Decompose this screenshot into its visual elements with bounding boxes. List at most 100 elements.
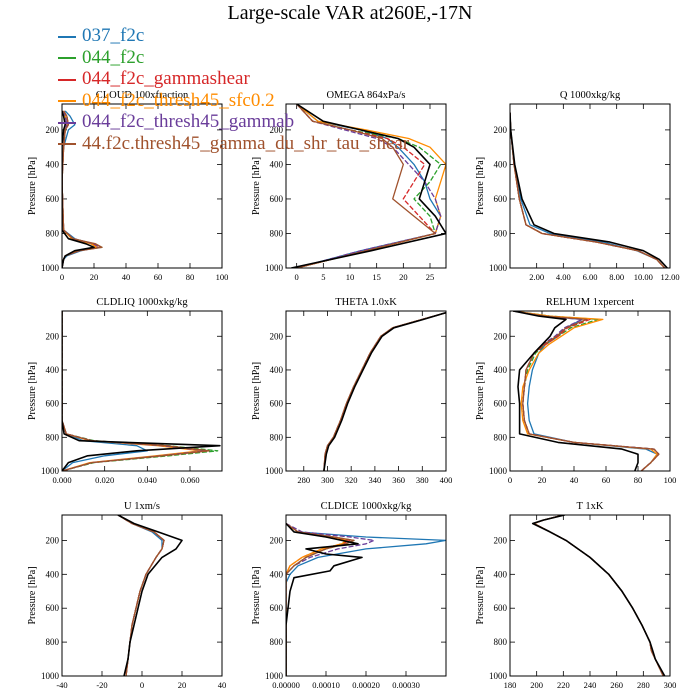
x-tick-label: 20 [399, 272, 408, 282]
y-tick-label: 1000 [41, 263, 60, 273]
x-tick-label: 0.020 [95, 475, 114, 485]
y-tick-label: 800 [46, 228, 60, 238]
x-tick-label: 320 [345, 475, 358, 485]
series-line [323, 312, 446, 471]
series-line [533, 515, 664, 676]
y-tick-label: 200 [270, 125, 284, 135]
y-tick-label: 600 [46, 603, 60, 613]
series-line [510, 112, 666, 268]
series-group [531, 515, 666, 676]
x-tick-label: 80 [634, 475, 643, 485]
legend-item: 044_f2c [58, 47, 409, 69]
y-tick-label: 200 [46, 535, 60, 545]
series-line [62, 311, 221, 471]
x-tick-label: 40 [122, 272, 131, 282]
legend: 037_f2c 044_f2c 044_f2c_gammashear 044_f2c_… [58, 25, 409, 154]
x-tick-label: 12.00 [660, 272, 679, 282]
x-tick-label: 4.00 [556, 272, 571, 282]
y-tick-label: 800 [270, 432, 284, 442]
series-line [296, 104, 442, 268]
series-line [323, 311, 446, 471]
plot-frame [61, 310, 223, 472]
series-line [513, 311, 660, 471]
panel-4: THETA 1.0xK Pressure [hPa] 200 400 600 800 100… [251, 297, 452, 485]
series-group [513, 311, 660, 471]
y-axis-label: Pressure [hPa] [27, 362, 38, 420]
panel-3: CLDLIQ 1000xkg/kg Pressure [hPa] 200 400 600… [27, 297, 223, 485]
x-tick-label: 40 [218, 680, 227, 690]
plot-frame [285, 103, 447, 269]
series-line [296, 104, 436, 268]
y-tick-label: 200 [270, 535, 284, 545]
series-group [323, 311, 446, 471]
y-tick-label: 200 [270, 331, 284, 341]
series-line [323, 312, 446, 471]
x-tick-label: 0.000 [52, 475, 71, 485]
x-tick-label: 80 [186, 272, 195, 282]
panel-title: CLDLIQ 1000xkg/kg [96, 297, 188, 308]
y-tick-label: 400 [270, 365, 284, 375]
series-line [533, 515, 664, 676]
series-line [513, 311, 660, 471]
y-tick-label: 400 [46, 159, 60, 169]
x-tick-label: -20 [96, 680, 107, 690]
x-tick-label: 200 [530, 680, 543, 690]
y-axis-label: Pressure [hPa] [475, 157, 486, 215]
series-line [323, 312, 446, 471]
series-line [513, 311, 660, 471]
y-tick-label: 400 [270, 569, 284, 579]
panel-title: U 1xm/s [124, 501, 160, 512]
series-group [286, 522, 446, 676]
x-tick-label: 280 [637, 680, 650, 690]
series-line [510, 112, 666, 268]
series-group [291, 104, 446, 268]
y-tick-label: 800 [46, 432, 60, 442]
series-line [323, 312, 446, 471]
panel-7: CLDICE 1000xkg/kg Pressure [hPa] 200 400 600… [251, 501, 447, 690]
y-tick-label: 600 [46, 399, 60, 409]
y-tick-label: 800 [494, 637, 508, 647]
y-axis-label: Pressure [hPa] [251, 362, 262, 420]
panel-title: OMEGA 864xPa/s [326, 90, 405, 101]
panel-title: Q 1000xkg/kg [560, 90, 621, 101]
x-tick-label: 2.00 [529, 272, 544, 282]
y-tick-label: 400 [46, 365, 60, 375]
y-tick-label: 400 [494, 569, 508, 579]
y-axis-label: Pressure [hPa] [27, 157, 38, 215]
x-tick-label: 340 [369, 475, 382, 485]
panel-title: RELHUM 1xpercent [546, 297, 634, 308]
y-tick-label: 200 [494, 535, 508, 545]
panel-title: CLDICE 1000xkg/kg [321, 501, 412, 512]
series-line [286, 522, 351, 676]
y-tick-label: 800 [494, 432, 508, 442]
series-line [323, 312, 446, 471]
y-tick-label: 200 [494, 331, 508, 341]
series-group [117, 515, 183, 676]
series-line [286, 522, 446, 676]
y-tick-label: 600 [494, 603, 508, 613]
plot-frame [285, 514, 447, 677]
legend-item: 044_f2c_gammashear [58, 68, 409, 90]
y-tick-label: 1000 [489, 263, 508, 273]
x-tick-label: 380 [416, 475, 429, 485]
series-line [62, 311, 148, 471]
legend-swatch [58, 100, 76, 103]
series-line [533, 515, 664, 676]
series-line [117, 515, 183, 676]
legend-label: 044_f2c [82, 46, 145, 68]
y-axis-label: Pressure [hPa] [475, 362, 486, 420]
y-tick-label: 600 [270, 194, 284, 204]
x-tick-label: 0.040 [138, 475, 157, 485]
y-axis-label: Pressure [hPa] [251, 157, 262, 215]
x-tick-label: 25 [426, 272, 435, 282]
x-tick-label: 0.00030 [392, 680, 420, 690]
series-line [513, 311, 639, 471]
series-line [510, 112, 666, 268]
y-tick-label: 200 [46, 331, 60, 341]
y-tick-label: 200 [494, 125, 508, 135]
series-group [62, 311, 221, 471]
y-tick-label: 1000 [41, 671, 60, 681]
x-tick-label: 10 [346, 272, 355, 282]
